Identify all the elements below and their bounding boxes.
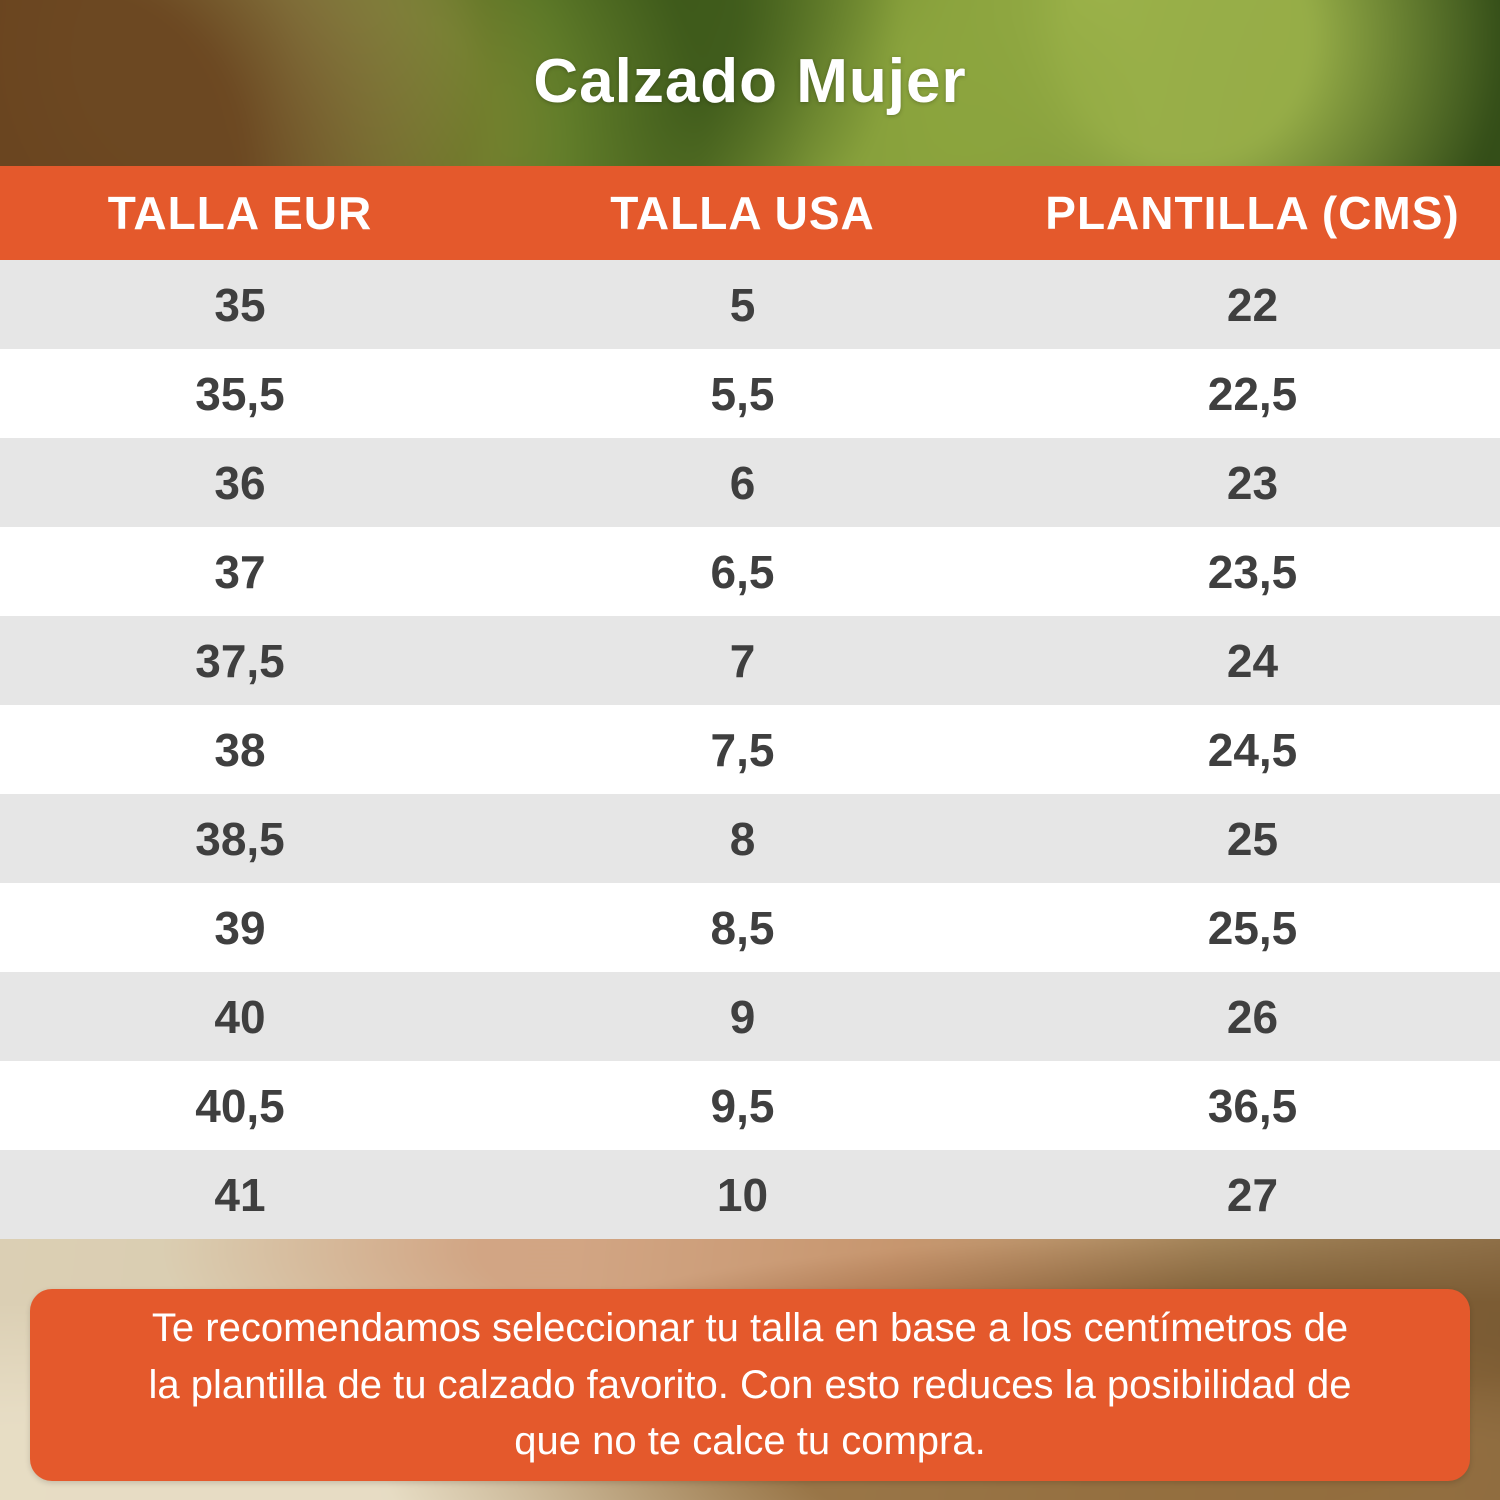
table-row: 39 8,5 25,5 <box>0 883 1500 972</box>
table-row: 41 10 27 <box>0 1150 1500 1239</box>
table-cell: 37 <box>214 545 266 598</box>
header-talla-usa: TALLA USA <box>480 166 1005 260</box>
table-cell: 7 <box>729 634 756 687</box>
header-talla-eur: TALLA EUR <box>0 166 480 260</box>
table-cell: 38 <box>214 723 266 776</box>
table-cell: 35 <box>214 278 266 331</box>
header-plantilla-cms: PLANTILLA (CMS) <box>1005 166 1500 260</box>
table-cell: 23,5 <box>1207 545 1298 598</box>
table-row: 35 5 22 <box>0 260 1500 349</box>
table-row: 37 6,5 23,5 <box>0 527 1500 616</box>
table-cell: 5,5 <box>710 367 775 420</box>
table-cell: 10 <box>716 1168 769 1221</box>
table-cell: 36 <box>214 456 266 509</box>
table-row: 40 9 26 <box>0 972 1500 1061</box>
size-table: TALLA EUR TALLA USA PLANTILLA (CMS) 35 5 2… <box>0 166 1500 1239</box>
table-cell: 37,5 <box>195 634 285 687</box>
table-cell: 35,5 <box>195 367 285 420</box>
table-cell: 38,5 <box>195 812 285 865</box>
table-cell: 8 <box>729 812 756 865</box>
table-cell: 25 <box>1226 812 1279 865</box>
table-cell: 36,5 <box>1207 1079 1298 1132</box>
table-cell: 27 <box>1226 1168 1279 1221</box>
footer-photo: Te recomendamos seleccionar tu talla en … <box>0 1239 1500 1500</box>
table-row: 35,5 5,5 22,5 <box>0 349 1500 438</box>
table-cell: 41 <box>214 1168 266 1221</box>
table-row: 36 6 23 <box>0 438 1500 527</box>
table-row: 40,5 9,5 36,5 <box>0 1061 1500 1150</box>
recommendation-text: Te recomendamos seleccionar tu talla en … <box>148 1305 1352 1464</box>
table-cell: 9 <box>729 990 756 1043</box>
table-cell: 6 <box>729 456 756 509</box>
table-cell: 26 <box>1226 990 1279 1043</box>
table-cell: 22 <box>1226 278 1279 331</box>
table-cell: 23 <box>1226 456 1279 509</box>
table-cell: 7,5 <box>710 723 775 776</box>
size-table-header: TALLA EUR TALLA USA PLANTILLA (CMS) <box>0 166 1500 260</box>
page-title: Calzado Mujer <box>533 47 967 117</box>
hero-photo: Calzado Mujer <box>0 0 1500 166</box>
table-cell: 39 <box>214 901 266 954</box>
header-row: TALLA EUR TALLA USA PLANTILLA (CMS) <box>0 166 1500 260</box>
table-cell: 24,5 <box>1207 723 1298 776</box>
table-cell: 40 <box>214 990 266 1043</box>
table-cell: 8,5 <box>710 901 775 954</box>
table-cell: 5 <box>729 278 756 331</box>
table-cell: 25,5 <box>1207 901 1298 954</box>
recommendation-note: Te recomendamos seleccionar tu talla en … <box>30 1289 1470 1481</box>
table-cell: 24 <box>1226 634 1279 687</box>
table-cell: 6,5 <box>710 545 775 598</box>
table-cell: 22,5 <box>1207 367 1298 420</box>
table-cell: 9,5 <box>710 1079 775 1132</box>
table-row: 37,5 7 24 <box>0 616 1500 705</box>
size-table-body: 35 5 22 35,5 5,5 22,5 36 6 23 37 6,5 23,5 37,5 7 24 38 7… <box>0 260 1500 1239</box>
table-row: 38,5 8 25 <box>0 794 1500 883</box>
hero-photo-background <box>0 0 1500 166</box>
table-cell: 40,5 <box>195 1079 285 1132</box>
table-row: 38 7,5 24,5 <box>0 705 1500 794</box>
